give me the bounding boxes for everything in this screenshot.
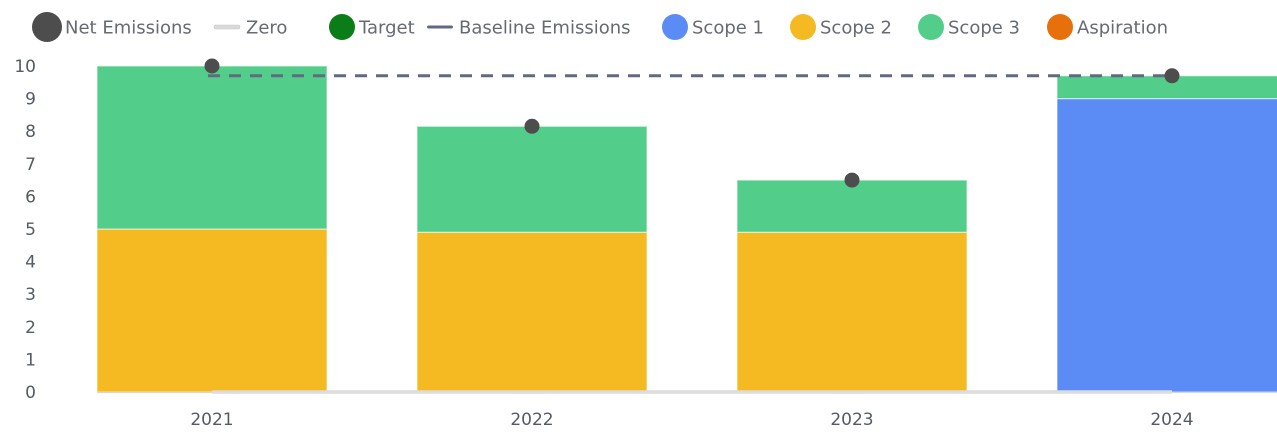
y-tick-label-9: 9	[25, 90, 36, 110]
bars	[96, 65, 1277, 393]
bar-scope-2-2022	[416, 231, 648, 393]
net-emissions-point-2021	[204, 58, 220, 74]
net-emission-points	[204, 58, 1180, 188]
legend-swatch-scope-2	[790, 14, 816, 40]
legend-item-scope-1[interactable]: Scope 1	[662, 14, 764, 40]
legend-swatch-scope-1	[662, 14, 688, 40]
legend-label-scope-1: Scope 1	[692, 18, 764, 39]
y-tick-label-1: 1	[25, 350, 36, 370]
bar-scope-2-2023	[736, 231, 968, 393]
legend-swatch-net-emissions	[32, 12, 62, 42]
y-tick-label-4: 4	[25, 253, 36, 273]
legend-item-target[interactable]: Target	[329, 14, 415, 40]
y-tick-label-10: 10	[14, 57, 36, 77]
legend-swatch-aspiration	[1047, 14, 1073, 40]
bar-scope-3-2022	[416, 125, 648, 233]
legend-swatch-scope-3	[918, 14, 944, 40]
y-tick-label-5: 5	[25, 220, 36, 240]
legend-label-scope-3: Scope 3	[948, 18, 1020, 39]
legend-item-aspiration[interactable]: Aspiration	[1047, 14, 1168, 40]
x-axis: 2021 2022 2023 2024	[97, 392, 1277, 430]
legend-item-baseline-emissions[interactable]: Baseline Emissions	[427, 18, 631, 39]
net-emissions-point-2023	[844, 172, 860, 188]
legend-item-net-emissions[interactable]: Net Emissions	[32, 12, 192, 42]
y-tick-label-6: 6	[25, 187, 36, 207]
legend-swatch-zero	[213, 24, 241, 30]
legend-label-target: Target	[358, 18, 415, 39]
legend: Net Emissions Zero Target Baseline Emission…	[32, 12, 1168, 42]
y-tick-label-3: 3	[25, 285, 36, 305]
legend-label-net-emissions: Net Emissions	[65, 18, 192, 39]
y-tick-label-0: 0	[25, 383, 36, 403]
legend-item-scope-3[interactable]: Scope 3	[918, 14, 1020, 40]
legend-item-zero[interactable]: Zero	[213, 18, 287, 39]
x-tick-label-2023: 2023	[830, 410, 873, 427]
legend-label-scope-2: Scope 2	[820, 18, 892, 39]
bar-scope-3-2023	[736, 179, 968, 233]
legend-label-zero: Zero	[246, 18, 287, 39]
net-emissions-point-2024	[1164, 68, 1180, 84]
bar-scope-2-2021	[96, 228, 328, 393]
legend-label-baseline-emissions: Baseline Emissions	[459, 18, 631, 39]
legend-swatch-target	[329, 14, 355, 40]
bar-scope-3-2021	[96, 65, 328, 230]
y-tick-label-7: 7	[25, 155, 36, 175]
legend-swatch-baseline-emissions	[427, 25, 453, 29]
y-tick-label-2: 2	[25, 318, 36, 338]
x-tick-label-2024: 2024	[1150, 410, 1193, 427]
x-tick-label-2022: 2022	[510, 410, 553, 427]
y-axis: 0 1 2 3 4 5 6 7 8 9 10	[14, 57, 36, 403]
legend-label-aspiration: Aspiration	[1077, 18, 1168, 39]
reference-lines	[208, 74, 1172, 394]
bar-scope-1-2024	[1056, 97, 1277, 393]
y-tick-label-8: 8	[25, 122, 36, 142]
net-emissions-point-2022	[524, 118, 540, 134]
legend-item-scope-2[interactable]: Scope 2	[790, 14, 892, 40]
x-tick-label-2021: 2021	[190, 410, 233, 427]
